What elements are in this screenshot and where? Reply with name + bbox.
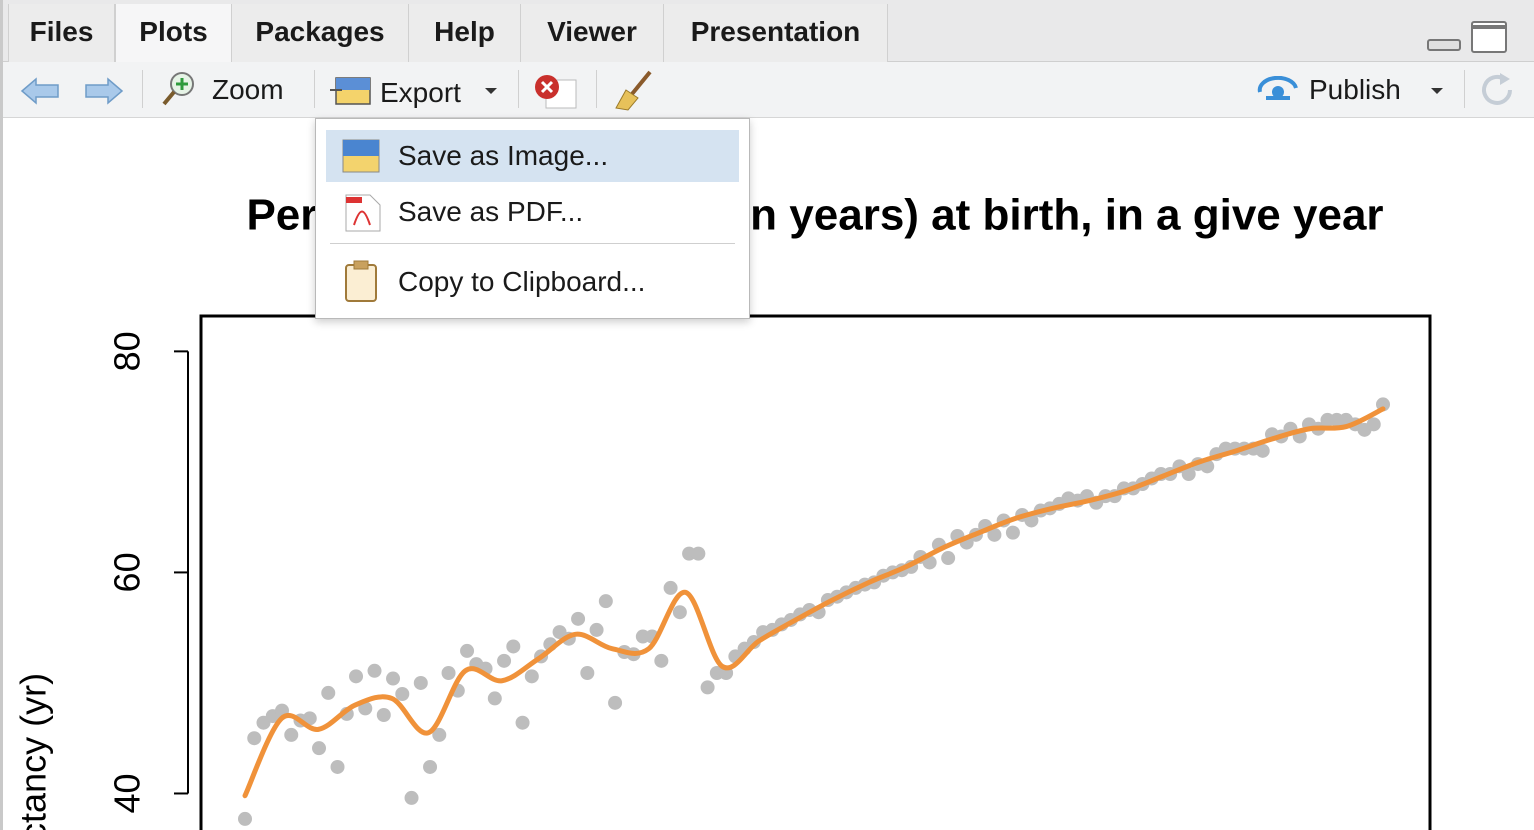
point bbox=[1255, 443, 1270, 458]
point bbox=[321, 685, 336, 700]
point bbox=[663, 580, 678, 595]
point bbox=[413, 675, 428, 690]
point bbox=[672, 605, 687, 620]
point bbox=[987, 527, 1002, 542]
y-axis-label: Life expectancy (yr) bbox=[13, 673, 54, 830]
point bbox=[691, 546, 706, 561]
point bbox=[302, 711, 317, 726]
point bbox=[367, 663, 382, 678]
refresh-icon[interactable] bbox=[1478, 70, 1518, 110]
point bbox=[700, 680, 715, 695]
point bbox=[654, 653, 669, 668]
point bbox=[571, 611, 586, 626]
point bbox=[312, 741, 327, 756]
separator bbox=[1464, 70, 1465, 108]
point bbox=[1181, 467, 1196, 482]
menu-separator bbox=[330, 243, 735, 244]
clear-all-icon[interactable] bbox=[612, 68, 656, 112]
point bbox=[395, 687, 410, 701]
dropdown-caret[interactable] bbox=[1428, 84, 1446, 98]
point bbox=[423, 759, 438, 774]
point bbox=[487, 691, 502, 706]
image-icon bbox=[342, 139, 380, 173]
export-icon[interactable] bbox=[328, 74, 374, 110]
y-tick-label: 60 bbox=[107, 552, 148, 592]
menu-item[interactable]: Copy to Clipboard... bbox=[398, 266, 646, 297]
point bbox=[349, 669, 364, 684]
point bbox=[1366, 417, 1381, 432]
point bbox=[497, 653, 512, 668]
point bbox=[432, 727, 447, 742]
separator bbox=[518, 70, 519, 108]
clipboard-icon bbox=[345, 260, 377, 302]
publish-button[interactable]: Publish bbox=[1309, 74, 1401, 105]
nav-arrows[interactable] bbox=[18, 74, 128, 108]
tab[interactable]: Help bbox=[409, 4, 521, 62]
tab[interactable]: Viewer bbox=[521, 4, 664, 62]
point bbox=[589, 622, 604, 637]
plot-frame bbox=[199, 314, 1432, 830]
point bbox=[238, 811, 252, 826]
remove-plot-icon[interactable] bbox=[532, 72, 580, 112]
point bbox=[506, 639, 521, 654]
export-menu: Save as Image... Save as PDF... Copy to … bbox=[315, 118, 750, 319]
tab[interactable]: Files bbox=[8, 4, 115, 62]
publish-icon[interactable] bbox=[1256, 76, 1300, 106]
point bbox=[460, 643, 475, 658]
point bbox=[376, 708, 391, 722]
point bbox=[524, 669, 539, 684]
trend-line bbox=[242, 406, 1386, 799]
point bbox=[580, 666, 595, 680]
pane-border bbox=[0, 0, 3, 830]
point bbox=[941, 551, 956, 566]
y-tick-label: 40 bbox=[107, 773, 148, 813]
dropdown-caret[interactable] bbox=[482, 84, 500, 98]
point bbox=[247, 731, 262, 746]
tab[interactable]: Packages bbox=[232, 4, 409, 62]
point bbox=[1005, 525, 1020, 540]
tab-bar: Files Plots Packages Help Viewer Present… bbox=[0, 0, 1534, 62]
point bbox=[284, 727, 299, 742]
point bbox=[404, 790, 419, 805]
point bbox=[386, 671, 401, 686]
tab[interactable]: Presentation bbox=[664, 4, 888, 62]
menu-item[interactable]: Save as PDF... bbox=[398, 196, 584, 227]
menu-item[interactable]: Save as Image... bbox=[326, 130, 739, 182]
separator bbox=[596, 70, 597, 108]
export-button[interactable]: Export bbox=[380, 77, 461, 108]
zoom-button[interactable]: Zoom bbox=[212, 74, 284, 105]
pdf-icon bbox=[345, 194, 381, 232]
y-tick-label: 80 bbox=[107, 331, 148, 371]
point bbox=[608, 695, 623, 710]
point bbox=[515, 715, 530, 730]
separator bbox=[314, 70, 315, 108]
point bbox=[598, 594, 613, 609]
separator bbox=[142, 70, 143, 108]
point bbox=[330, 759, 345, 774]
tab[interactable]: Plots bbox=[115, 4, 232, 62]
toolbar: Zoom Export Publish bbox=[0, 62, 1534, 118]
point bbox=[441, 666, 456, 680]
window-controls[interactable] bbox=[1420, 18, 1520, 58]
zoom-icon[interactable] bbox=[160, 70, 200, 110]
